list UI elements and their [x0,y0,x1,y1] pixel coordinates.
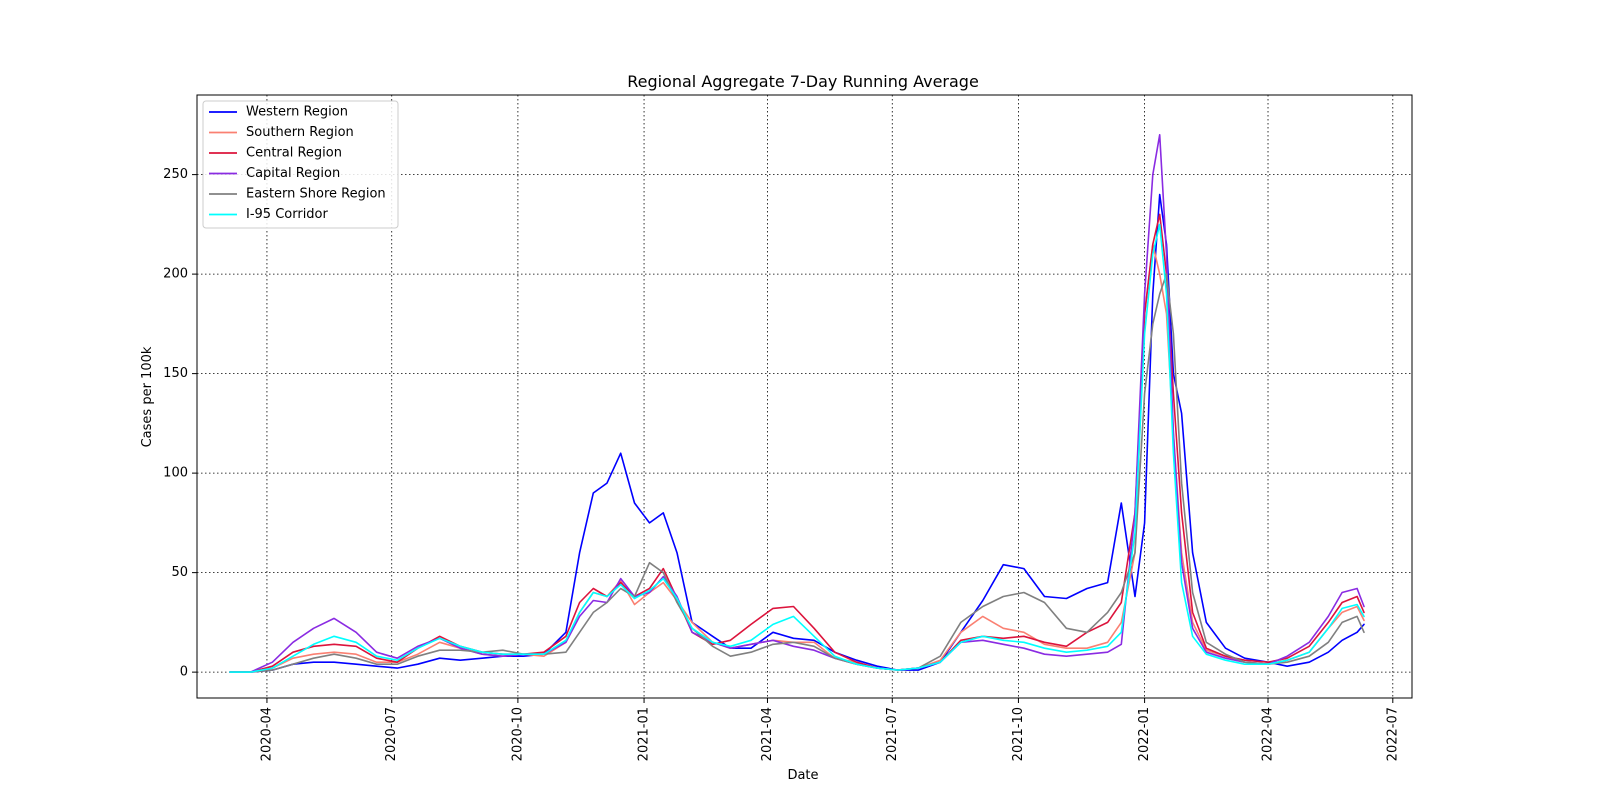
legend-box [202,100,399,229]
y-tick-label: 100 [163,466,188,481]
series-line-i-95-corridor [229,223,1365,673]
y-tick-label: 250 [163,167,188,182]
axis-ticks: 2020-04 2020-07 2020-10 2021-01 2021-04 2021-… [163,167,1400,761]
chart-title: Regional Aggregate 7-Day Running Average [627,72,979,91]
x-tick-label: 2021-04 [760,707,775,761]
legend-label-western-region: Western Region [246,105,348,120]
x-tick-label: 2022-07 [1385,707,1400,761]
x-tick-label: 2021-01 [637,707,652,761]
legend-label-central-region: Central Region [246,146,342,161]
x-tick-label: 2020-04 [259,707,274,761]
legend-label-capital-region: Capital Region [246,166,340,181]
plot-area-frame [196,94,1413,699]
legend-label-i-95-corridor: I-95 Corridor [246,207,329,222]
y-tick-label: 50 [171,565,188,580]
x-tick-label: 2022-01 [1137,707,1152,761]
x-tick-label: 2022-04 [1261,707,1276,761]
grid-lines [197,95,1412,698]
series-line-eastern-shore-region [229,273,1365,673]
y-axis-label: Cases per 100k [140,346,155,447]
legend-label-eastern-shore-region: Eastern Shore Region [246,187,386,202]
x-axis-label: Date [787,768,818,783]
y-tick-label: 150 [163,366,188,381]
x-tick-label: 2020-07 [384,707,399,761]
chart-legend: Western Region Southern Region Central Reg… [202,100,399,229]
y-tick-label: 200 [163,267,188,282]
plot-series [229,134,1365,673]
x-tick-label: 2021-10 [1011,707,1026,761]
x-tick-label: 2021-07 [885,707,900,761]
x-tick-label: 2020-10 [510,707,525,761]
y-tick-label: 0 [180,665,188,680]
legend-label-southern-region: Southern Region [246,125,354,140]
